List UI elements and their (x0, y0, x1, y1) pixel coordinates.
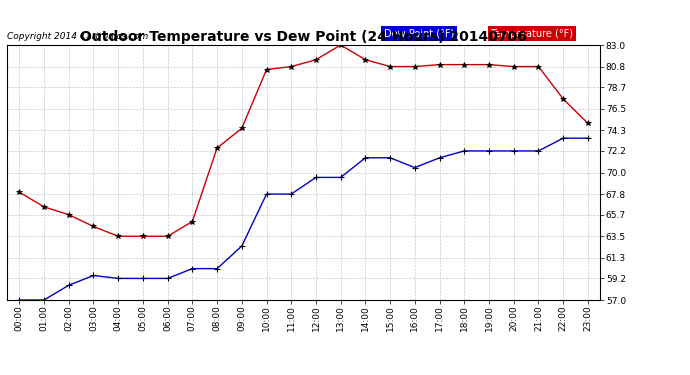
Text: Copyright 2014 Cartronics.com: Copyright 2014 Cartronics.com (7, 32, 148, 41)
Text: Temperature (°F): Temperature (°F) (491, 28, 573, 39)
Text: Dew Point (°F): Dew Point (°F) (384, 28, 454, 39)
Title: Outdoor Temperature vs Dew Point (24 Hours) 20140706: Outdoor Temperature vs Dew Point (24 Hou… (80, 30, 527, 44)
